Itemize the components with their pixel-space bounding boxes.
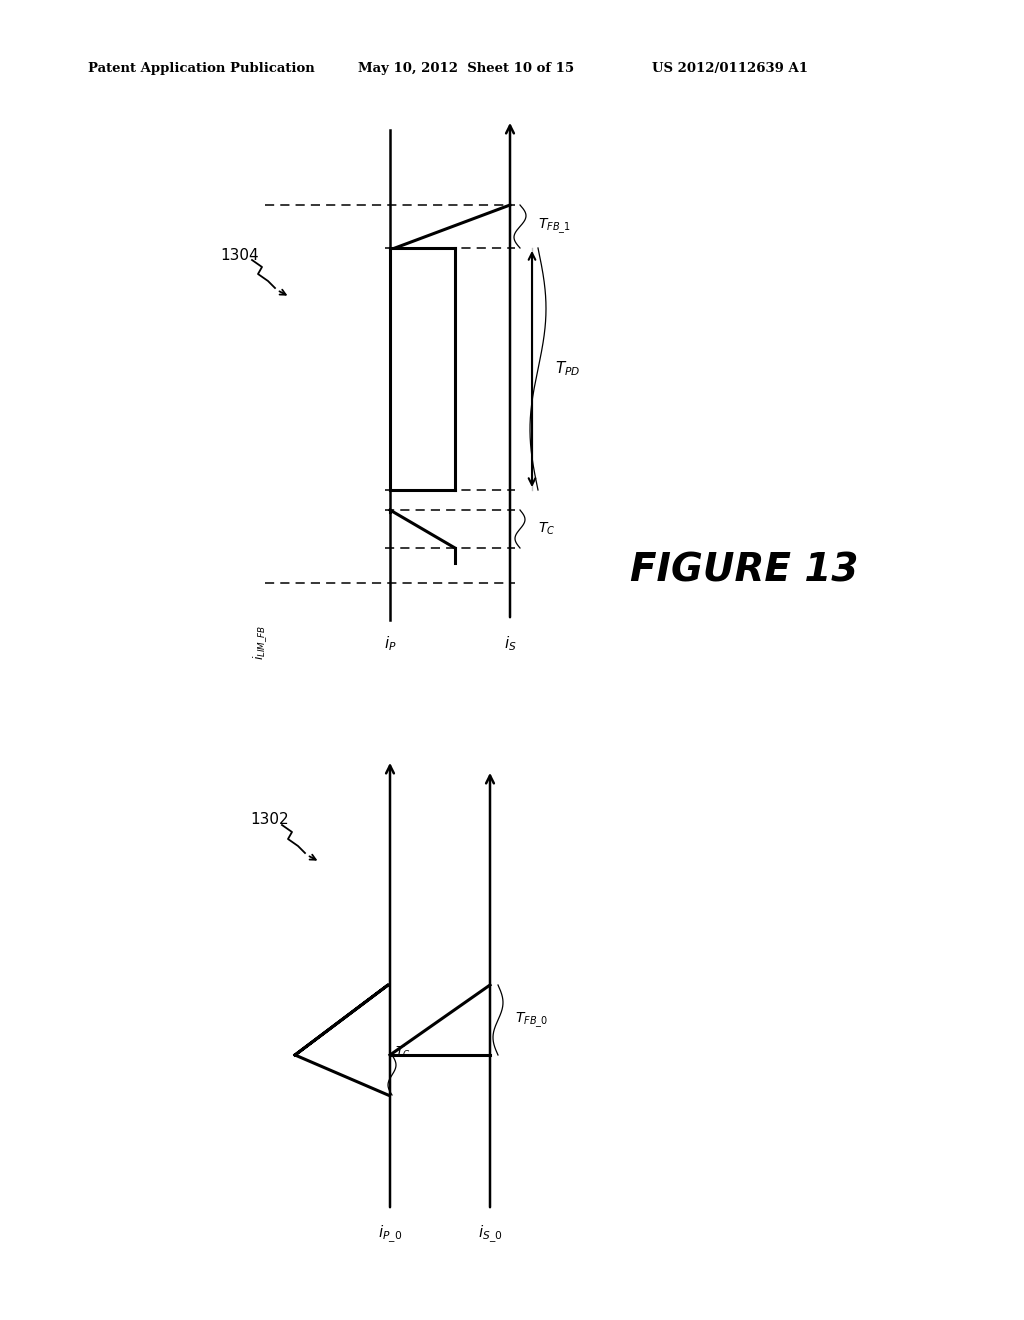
Text: $i_{P\_0}$: $i_{P\_0}$: [378, 1224, 402, 1245]
Text: $i_P$: $i_P$: [384, 634, 396, 652]
Text: FIGURE 13: FIGURE 13: [630, 550, 858, 589]
Text: $T_{FB\_1}$: $T_{FB\_1}$: [538, 216, 570, 236]
Text: May 10, 2012  Sheet 10 of 15: May 10, 2012 Sheet 10 of 15: [358, 62, 574, 75]
Text: 1302: 1302: [251, 813, 290, 828]
Text: $T_C$: $T_C$: [538, 521, 555, 537]
Text: $i_{S\_0}$: $i_{S\_0}$: [478, 1224, 502, 1245]
Text: $T_{FB\_0}$: $T_{FB\_0}$: [515, 1010, 548, 1030]
Text: $i_{LIM\_FB}$: $i_{LIM\_FB}$: [251, 624, 269, 660]
Text: $T_C$: $T_C$: [395, 1045, 411, 1060]
Text: 1304: 1304: [221, 248, 259, 263]
Text: $T_{PD}$: $T_{PD}$: [555, 359, 581, 379]
Text: $i_S$: $i_S$: [504, 634, 516, 652]
Text: Patent Application Publication: Patent Application Publication: [88, 62, 314, 75]
Text: US 2012/0112639 A1: US 2012/0112639 A1: [652, 62, 808, 75]
